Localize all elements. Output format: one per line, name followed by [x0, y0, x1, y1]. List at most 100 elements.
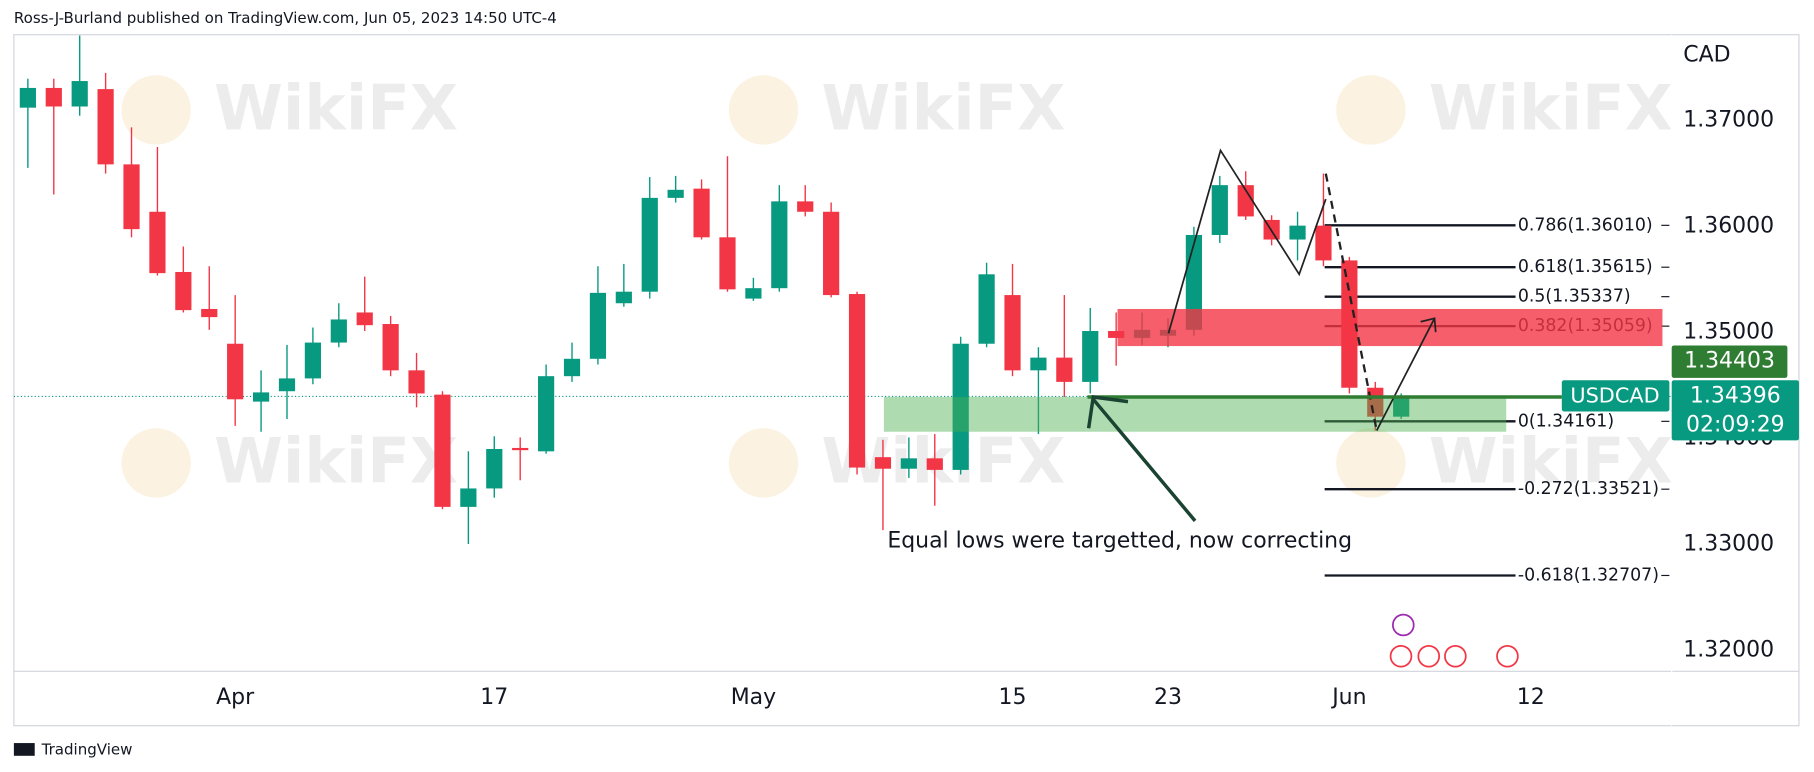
- event-icon[interactable]: [1389, 644, 1413, 668]
- currency: CAD: [1683, 43, 1730, 68]
- candle-body: [97, 89, 114, 165]
- event-icon[interactable]: [1444, 644, 1467, 668]
- x-tick-label: May: [731, 685, 776, 710]
- candle-body: [356, 312, 373, 326]
- candle-body: [1367, 387, 1384, 417]
- watermark: WikiFX: [821, 71, 1065, 144]
- candle-body: [1315, 225, 1332, 261]
- symbol-label: USDCAD: [1570, 383, 1659, 407]
- candle-body: [667, 189, 684, 198]
- y-tick-label: 1.33000: [1683, 531, 1774, 556]
- candle-body: [900, 458, 917, 469]
- candle-body: [615, 291, 632, 304]
- candle-body: [71, 81, 88, 107]
- zone: [1117, 308, 1663, 347]
- fib-label: 0.5(1.35337): [1518, 287, 1631, 307]
- candle-body: [227, 343, 244, 400]
- candle-body: [408, 370, 425, 394]
- x-tick-label: 12: [1517, 685, 1545, 710]
- watermark: WikiFX: [214, 71, 458, 144]
- candle-body: [823, 211, 840, 296]
- arrow-head: [1420, 317, 1437, 333]
- candle-body: [486, 449, 503, 489]
- watermark-logo: [728, 428, 799, 498]
- bid-badge: [1671, 345, 1788, 378]
- watermark-logo: [121, 75, 191, 145]
- candle-body: [460, 488, 477, 507]
- watermark-logo: [121, 428, 191, 498]
- candle-body: [252, 392, 270, 402]
- candle-body: [848, 294, 866, 468]
- candle-body: [1004, 295, 1021, 371]
- last-price-label: 1.34396: [1690, 383, 1781, 408]
- watermark: WikiFX: [214, 424, 458, 497]
- candle-body: [1289, 225, 1306, 240]
- event-icon[interactable]: [1417, 644, 1441, 668]
- candle-body: [589, 292, 607, 359]
- candle-body: [123, 164, 140, 230]
- plot: 1.320001.330001.340001.350001.360001.370…: [13, 35, 1774, 710]
- candle-body: [149, 211, 166, 274]
- candle-body: [45, 87, 62, 107]
- candle-body: [952, 343, 969, 470]
- candle-body: [563, 358, 581, 377]
- watermark: WikiFX: [1429, 424, 1673, 497]
- candle-body: [382, 324, 399, 371]
- annotation-arrow: [1091, 398, 1197, 522]
- candle-body: [745, 288, 762, 299]
- candle-body: [1108, 331, 1125, 338]
- bid-label: 1.34403: [1684, 349, 1775, 374]
- annotation-arrow-head: [1086, 395, 1129, 429]
- candle-body: [978, 274, 995, 344]
- zone: [883, 396, 1507, 432]
- symbol-badge: [1561, 380, 1670, 412]
- event-icon[interactable]: [1496, 644, 1519, 668]
- frame: [13, 34, 1800, 727]
- x-tick-label: 23: [1154, 685, 1182, 710]
- candle-body: [1237, 185, 1254, 217]
- projection-line: [1375, 317, 1436, 431]
- candle-body: [874, 457, 892, 469]
- candle-body: [719, 237, 736, 290]
- candle-body: [330, 319, 347, 343]
- annotation: Equal lows were targetted, now correctin…: [887, 529, 1352, 554]
- candle-body: [1082, 331, 1099, 382]
- candle-body: [1211, 185, 1228, 235]
- candle-body: [641, 197, 658, 292]
- dashed-line: [1324, 173, 1378, 431]
- footer: TradingView: [41, 741, 133, 759]
- fib-label: 0.618(1.35615): [1518, 257, 1653, 277]
- watermark-logo: [728, 75, 799, 145]
- fib-label: -0.272(1.33521): [1518, 479, 1659, 499]
- candle-body: [1056, 357, 1073, 382]
- candle-body: [512, 447, 529, 451]
- price-badge: [1671, 380, 1799, 441]
- candle-body: [693, 188, 710, 238]
- event-icon[interactable]: [1392, 613, 1415, 637]
- candle-body: [797, 201, 814, 212]
- badges: USDCAD 1.34396 02:09:29 1.34403: [1561, 345, 1799, 441]
- candle-body: [1393, 396, 1410, 417]
- watermark-logo: [1336, 428, 1406, 498]
- watermark: WikiFX: [1429, 71, 1673, 144]
- candle-body: [1030, 357, 1047, 371]
- candle-body: [771, 201, 788, 289]
- x-tick-label: Apr: [216, 685, 255, 710]
- fib-label: -0.618(1.32707): [1518, 565, 1659, 585]
- watermark-logo: [1336, 75, 1406, 145]
- y-tick-label: 1.35000: [1683, 319, 1774, 344]
- candle-body: [304, 342, 322, 379]
- x-tick-label: 15: [999, 685, 1027, 710]
- countdown: 02:09:29: [1686, 412, 1785, 437]
- pattern-line: [1167, 148, 1327, 334]
- footer-logo: [13, 743, 35, 756]
- fib-label: 0.786(1.36010): [1518, 215, 1653, 235]
- x-tick-label: 17: [480, 685, 508, 710]
- candle-body: [278, 378, 296, 392]
- candle-body: [201, 308, 218, 318]
- drawings: Equal lows were targetted, now correctin…: [887, 148, 1562, 668]
- candle-body: [538, 376, 555, 452]
